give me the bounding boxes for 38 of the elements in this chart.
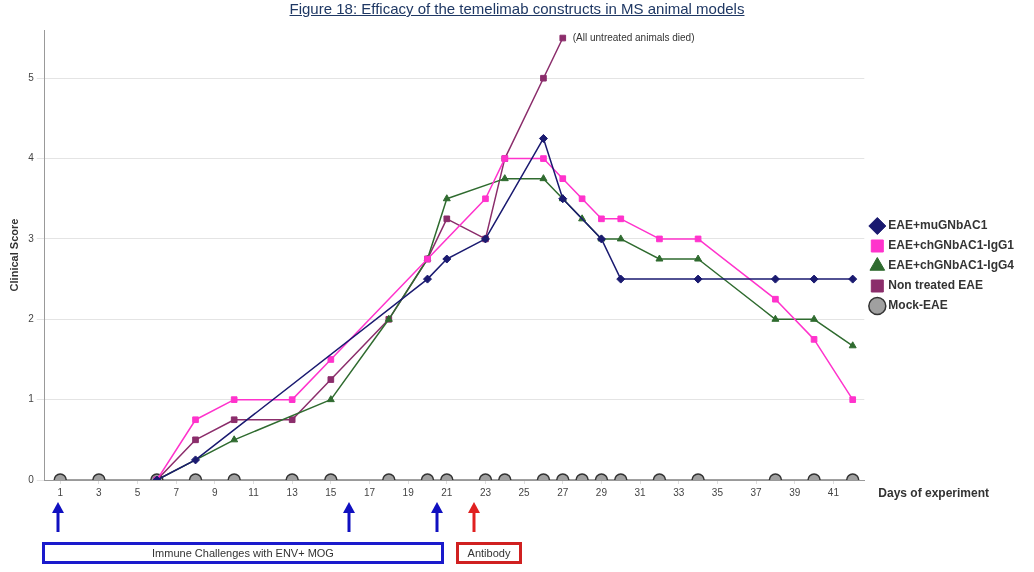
x-tick-label: 27 — [557, 486, 569, 498]
x-tick-label: 21 — [441, 486, 453, 498]
text: Immune Challenges with ENV+ MOG — [42, 542, 444, 564]
legend-label: EAE+chGNbAC1-IgG4 — [888, 258, 1015, 273]
y-tick-label: 1 — [28, 393, 35, 405]
annotation: (All untreated animals died) — [572, 31, 695, 43]
x-tick-label: 13 — [286, 486, 299, 498]
x-tick-label: 17 — [363, 486, 376, 498]
x-tick-label: 7 — [173, 486, 180, 498]
legend-label: EAE+chGNbAC1-IgG1 — [888, 238, 1015, 253]
y-axis-title: Clinical Score — [7, 218, 20, 292]
x-tick-label: 15 — [325, 486, 337, 498]
y-tick-label: 3 — [28, 232, 35, 244]
x-tick-label: 35 — [711, 486, 724, 498]
x-tick-label: 37 — [750, 486, 763, 498]
x-tick-label: 33 — [673, 486, 685, 498]
chart-title: Figure 18: Efficacy of the temelimab constructs in MS animal models — [288, 0, 746, 17]
x-tick-label: 19 — [402, 486, 415, 498]
x-tick-label: 5 — [134, 486, 141, 498]
legend-label: Non treated EAE — [888, 278, 983, 293]
legend-label: Mock-EAE — [888, 298, 948, 313]
y-tick-label: 2 — [28, 313, 35, 325]
y-tick-label: 0 — [28, 473, 35, 485]
x-tick-label: 25 — [518, 486, 531, 498]
y-tick-label: 4 — [28, 152, 35, 164]
y-tick-label: 5 — [28, 71, 35, 83]
legend-label: EAE+muGNbAC1 — [888, 218, 988, 233]
x-tick-label: 1 — [57, 486, 64, 498]
x-tick-label: 39 — [789, 486, 801, 498]
x-tick-label: 41 — [827, 486, 840, 498]
x-tick-label: 31 — [634, 486, 647, 498]
text: Antibody — [456, 542, 522, 564]
x-axis-title: Days of experiment — [878, 486, 990, 501]
x-tick-label: 9 — [212, 486, 219, 498]
x-tick-label: 29 — [595, 486, 608, 498]
x-tick-label: 23 — [479, 486, 492, 498]
x-tick-label: 3 — [96, 486, 103, 498]
x-tick-label: 11 — [248, 486, 260, 498]
